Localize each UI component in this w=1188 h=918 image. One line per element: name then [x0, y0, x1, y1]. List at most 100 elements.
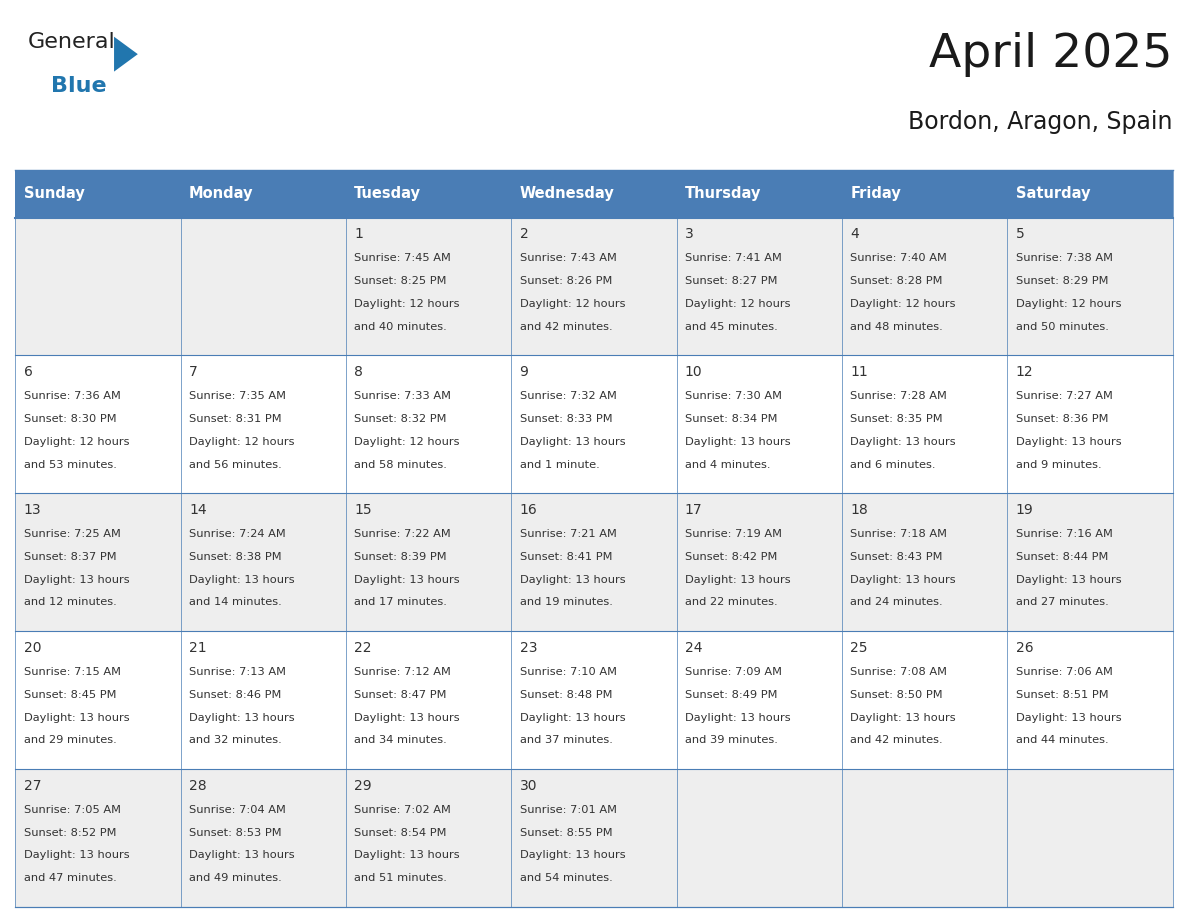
Text: and 34 minutes.: and 34 minutes. [354, 735, 447, 745]
Text: Sunrise: 7:02 AM: Sunrise: 7:02 AM [354, 805, 451, 815]
Bar [181, 170, 346, 218]
Bar [677, 355, 842, 493]
Text: Wednesday: Wednesday [519, 186, 614, 201]
Bar [677, 769, 842, 907]
Bar [1007, 632, 1173, 769]
Text: Sunset: 8:36 PM: Sunset: 8:36 PM [1016, 414, 1108, 424]
Text: and 48 minutes.: and 48 minutes. [851, 321, 943, 331]
Text: Sunrise: 7:19 AM: Sunrise: 7:19 AM [685, 529, 782, 539]
Bar [346, 769, 511, 907]
Bar [511, 769, 677, 907]
Text: 13: 13 [24, 503, 42, 517]
Text: and 17 minutes.: and 17 minutes. [354, 598, 447, 608]
Text: 14: 14 [189, 503, 207, 517]
Text: Sunrise: 7:41 AM: Sunrise: 7:41 AM [685, 253, 782, 263]
Text: Daylight: 13 hours: Daylight: 13 hours [189, 712, 295, 722]
Bar [677, 218, 842, 355]
Text: Sunset: 8:27 PM: Sunset: 8:27 PM [685, 276, 777, 286]
Text: Sunrise: 7:25 AM: Sunrise: 7:25 AM [24, 529, 121, 539]
Text: Daylight: 13 hours: Daylight: 13 hours [24, 575, 129, 585]
Text: and 58 minutes.: and 58 minutes. [354, 460, 447, 469]
Text: Sunset: 8:52 PM: Sunset: 8:52 PM [24, 828, 116, 838]
Bar [346, 218, 511, 355]
Text: Sunset: 8:49 PM: Sunset: 8:49 PM [685, 689, 777, 700]
Text: Sunset: 8:39 PM: Sunset: 8:39 PM [354, 552, 447, 562]
Bar [181, 355, 346, 493]
Text: Sunset: 8:54 PM: Sunset: 8:54 PM [354, 828, 447, 838]
Text: Daylight: 13 hours: Daylight: 13 hours [24, 850, 129, 860]
Text: 10: 10 [685, 365, 702, 379]
Text: and 6 minutes.: and 6 minutes. [851, 460, 936, 469]
Bar [842, 769, 1007, 907]
Text: Sunset: 8:32 PM: Sunset: 8:32 PM [354, 414, 447, 424]
Text: Sunrise: 7:10 AM: Sunrise: 7:10 AM [519, 667, 617, 677]
Text: Sunrise: 7:40 AM: Sunrise: 7:40 AM [851, 253, 947, 263]
Bar [842, 632, 1007, 769]
Text: Sunrise: 7:04 AM: Sunrise: 7:04 AM [189, 805, 286, 815]
Bar [1007, 170, 1173, 218]
Bar [1007, 493, 1173, 632]
Text: Daylight: 13 hours: Daylight: 13 hours [851, 437, 956, 447]
Bar [15, 632, 181, 769]
Text: 30: 30 [519, 778, 537, 793]
Text: Daylight: 12 hours: Daylight: 12 hours [851, 299, 955, 309]
Text: Sunrise: 7:21 AM: Sunrise: 7:21 AM [519, 529, 617, 539]
Text: 26: 26 [1016, 641, 1034, 655]
Text: 1: 1 [354, 228, 364, 241]
Text: 22: 22 [354, 641, 372, 655]
Text: Sunset: 8:55 PM: Sunset: 8:55 PM [519, 828, 612, 838]
Bar [15, 218, 181, 355]
Text: Daylight: 12 hours: Daylight: 12 hours [1016, 299, 1121, 309]
Text: and 51 minutes.: and 51 minutes. [354, 873, 447, 883]
Text: Sunset: 8:33 PM: Sunset: 8:33 PM [519, 414, 612, 424]
Text: Sunset: 8:42 PM: Sunset: 8:42 PM [685, 552, 777, 562]
Text: Daylight: 12 hours: Daylight: 12 hours [189, 437, 295, 447]
Text: Sunset: 8:35 PM: Sunset: 8:35 PM [851, 414, 943, 424]
Bar [346, 170, 511, 218]
Text: Daylight: 13 hours: Daylight: 13 hours [685, 575, 790, 585]
Text: Sunrise: 7:13 AM: Sunrise: 7:13 AM [189, 667, 286, 677]
Text: Sunset: 8:34 PM: Sunset: 8:34 PM [685, 414, 777, 424]
Text: and 54 minutes.: and 54 minutes. [519, 873, 612, 883]
Text: 29: 29 [354, 778, 372, 793]
Text: and 4 minutes.: and 4 minutes. [685, 460, 770, 469]
Bar [15, 355, 181, 493]
Text: Blue: Blue [51, 76, 107, 96]
Text: Thursday: Thursday [685, 186, 762, 201]
Text: and 1 minute.: and 1 minute. [519, 460, 600, 469]
Text: 17: 17 [685, 503, 702, 517]
Text: and 40 minutes.: and 40 minutes. [354, 321, 447, 331]
Text: Sunset: 8:25 PM: Sunset: 8:25 PM [354, 276, 447, 286]
Bar [1007, 218, 1173, 355]
Text: Sunrise: 7:30 AM: Sunrise: 7:30 AM [685, 391, 782, 401]
Text: Sunset: 8:45 PM: Sunset: 8:45 PM [24, 689, 116, 700]
Text: 27: 27 [24, 778, 42, 793]
Text: Sunrise: 7:01 AM: Sunrise: 7:01 AM [519, 805, 617, 815]
Text: and 56 minutes.: and 56 minutes. [189, 460, 282, 469]
Text: Daylight: 13 hours: Daylight: 13 hours [189, 575, 295, 585]
Text: 2: 2 [519, 228, 529, 241]
Text: Sunrise: 7:05 AM: Sunrise: 7:05 AM [24, 805, 121, 815]
Text: and 47 minutes.: and 47 minutes. [24, 873, 116, 883]
Text: Sunset: 8:53 PM: Sunset: 8:53 PM [189, 828, 282, 838]
Text: Sunrise: 7:18 AM: Sunrise: 7:18 AM [851, 529, 947, 539]
Polygon shape [114, 37, 138, 72]
Text: and 44 minutes.: and 44 minutes. [1016, 735, 1108, 745]
Text: Sunrise: 7:35 AM: Sunrise: 7:35 AM [189, 391, 286, 401]
Text: Sunset: 8:29 PM: Sunset: 8:29 PM [1016, 276, 1108, 286]
Text: Daylight: 12 hours: Daylight: 12 hours [354, 299, 460, 309]
Text: Daylight: 13 hours: Daylight: 13 hours [354, 712, 460, 722]
Text: Sunset: 8:37 PM: Sunset: 8:37 PM [24, 552, 116, 562]
Text: Daylight: 13 hours: Daylight: 13 hours [519, 437, 625, 447]
Bar [1007, 769, 1173, 907]
Text: 18: 18 [851, 503, 868, 517]
Text: and 24 minutes.: and 24 minutes. [851, 598, 943, 608]
Text: Sunrise: 7:06 AM: Sunrise: 7:06 AM [1016, 667, 1112, 677]
Text: Sunset: 8:43 PM: Sunset: 8:43 PM [851, 552, 943, 562]
Bar [511, 493, 677, 632]
Bar [181, 218, 346, 355]
Text: and 45 minutes.: and 45 minutes. [685, 321, 778, 331]
Text: Sunset: 8:46 PM: Sunset: 8:46 PM [189, 689, 282, 700]
Bar [181, 769, 346, 907]
Text: Daylight: 12 hours: Daylight: 12 hours [685, 299, 790, 309]
